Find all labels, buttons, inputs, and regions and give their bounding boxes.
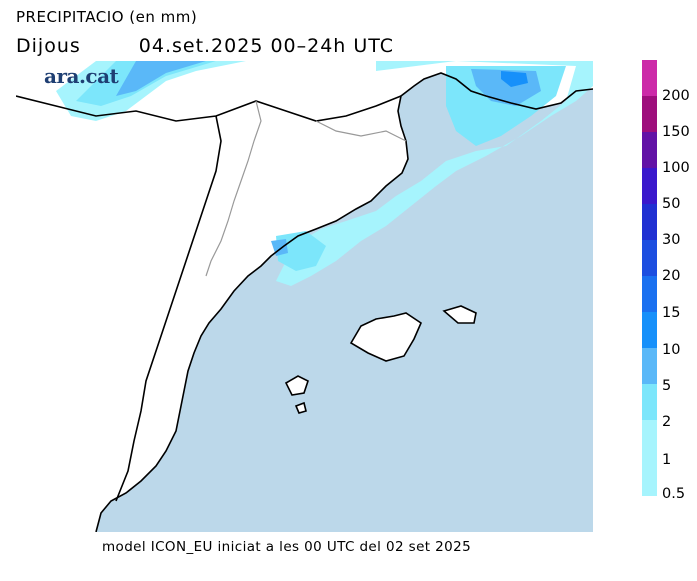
land-area	[16, 61, 593, 532]
map-title: PRECIPITACIO (en mm)	[16, 8, 198, 26]
region-border	[315, 120, 407, 142]
legend-swatch-10	[642, 312, 657, 348]
period-label: 04.set.2025 00–24h UTC	[138, 35, 395, 57]
legend-label: 1	[662, 452, 672, 468]
rain-patch	[276, 61, 593, 286]
legend-swatch-1	[642, 420, 657, 460]
rain-patch	[276, 231, 326, 271]
precipitation-map	[16, 61, 593, 532]
legend-label: 100	[662, 160, 690, 176]
legend-swatch-50	[642, 168, 657, 204]
model-footer: model ICON_EU iniciat a les 00 UTC del 0…	[102, 539, 472, 555]
legend-swatch-200	[642, 60, 657, 96]
day-label: Dijous	[16, 35, 81, 57]
region-border	[205, 100, 262, 277]
logo: ara.cat	[44, 64, 119, 88]
legend-label: 10	[662, 342, 681, 358]
legend-swatch-150	[642, 96, 657, 132]
legend-swatch-30	[642, 204, 657, 240]
legend-swatch-2	[642, 384, 657, 420]
region-border	[115, 115, 222, 502]
legend-label: 2	[662, 414, 672, 430]
map-subtitle: Dijous 04.set.2025 00–24h UTC	[16, 35, 394, 57]
legend-label: 30	[662, 232, 681, 248]
pyrenees-line	[16, 95, 402, 122]
legend-swatch-15	[642, 276, 657, 312]
legend-label: 15	[662, 305, 681, 321]
island-mallorca	[349, 312, 423, 362]
island-formentera	[294, 401, 307, 414]
rain-patch	[116, 61, 206, 96]
island-menorca	[442, 305, 477, 324]
island-ibiza	[284, 375, 309, 396]
legend-label: 0.5	[662, 486, 686, 502]
legend-label: 200	[662, 88, 690, 104]
legend-label: 20	[662, 268, 681, 284]
rain-patch	[501, 71, 528, 87]
legend-label: 50	[662, 196, 681, 212]
legend-swatch-100	[642, 132, 657, 168]
legend-colorbar	[642, 60, 657, 496]
legend-label: 5	[662, 378, 672, 394]
legend-swatch-20	[642, 240, 657, 276]
coastline	[95, 72, 593, 532]
legend-swatch-0.5	[642, 460, 657, 496]
legend-label: 150	[662, 124, 690, 140]
legend-swatch-5	[642, 348, 657, 384]
